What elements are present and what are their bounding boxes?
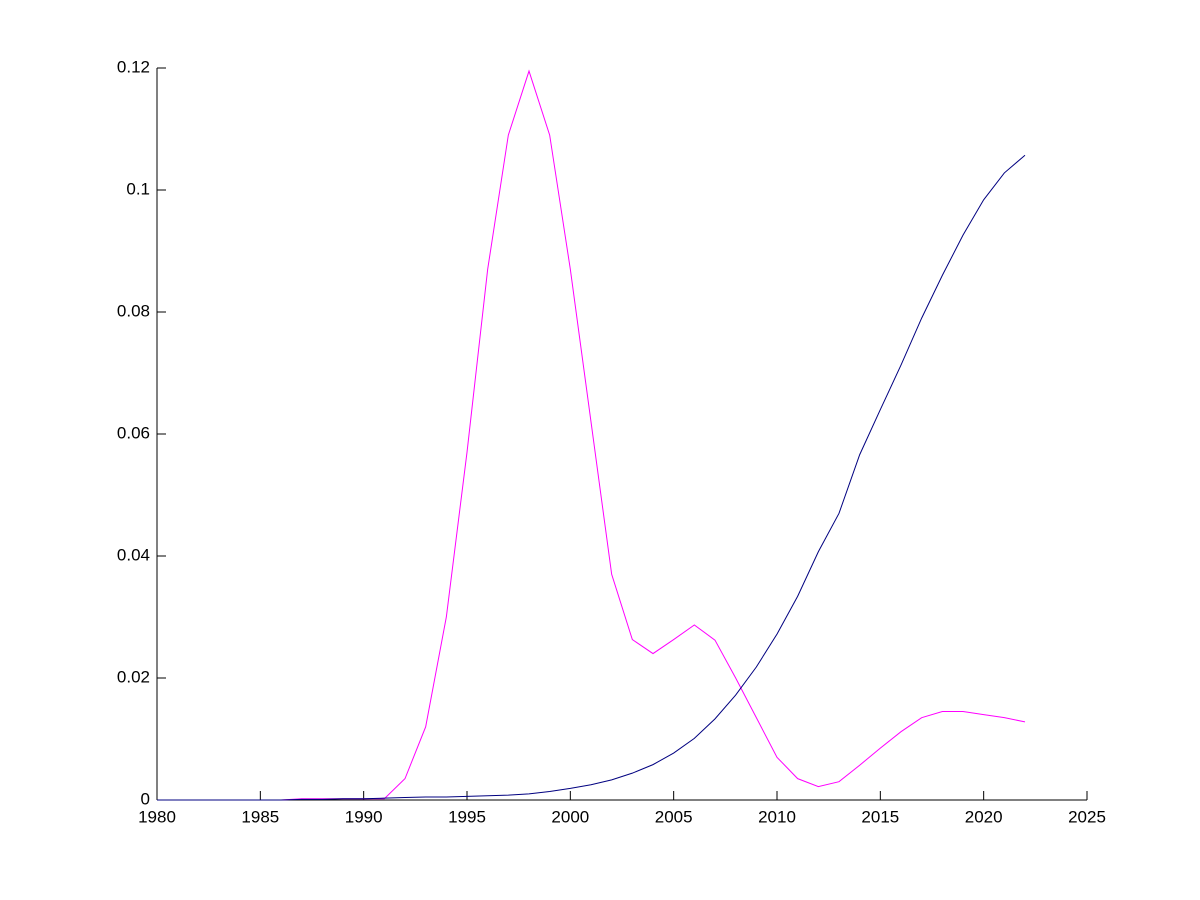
y-tick-label: 0 — [141, 789, 150, 808]
x-tick-label: 2005 — [655, 807, 693, 826]
x-tick-label: 2015 — [861, 807, 899, 826]
x-tick-label: 2000 — [551, 807, 589, 826]
y-tick-label: 0.1 — [126, 179, 150, 198]
x-tick-label: 1985 — [241, 807, 279, 826]
x-tick-label: 2025 — [1068, 807, 1106, 826]
x-tick-label: 1980 — [138, 807, 176, 826]
y-tick-label: 0.12 — [117, 57, 150, 76]
x-tick-label: 1995 — [448, 807, 486, 826]
y-tick-label: 0.08 — [117, 301, 150, 320]
series-line — [157, 69, 1026, 801]
series-line — [157, 154, 1026, 801]
y-tick-label: 0.04 — [117, 545, 150, 564]
x-tick-label: 2010 — [758, 807, 796, 826]
x-tick-label: 2020 — [965, 807, 1003, 826]
y-tick-label: 0.06 — [117, 423, 150, 442]
x-tick-label: 1990 — [345, 807, 383, 826]
y-tick-label: 0.02 — [117, 667, 150, 686]
